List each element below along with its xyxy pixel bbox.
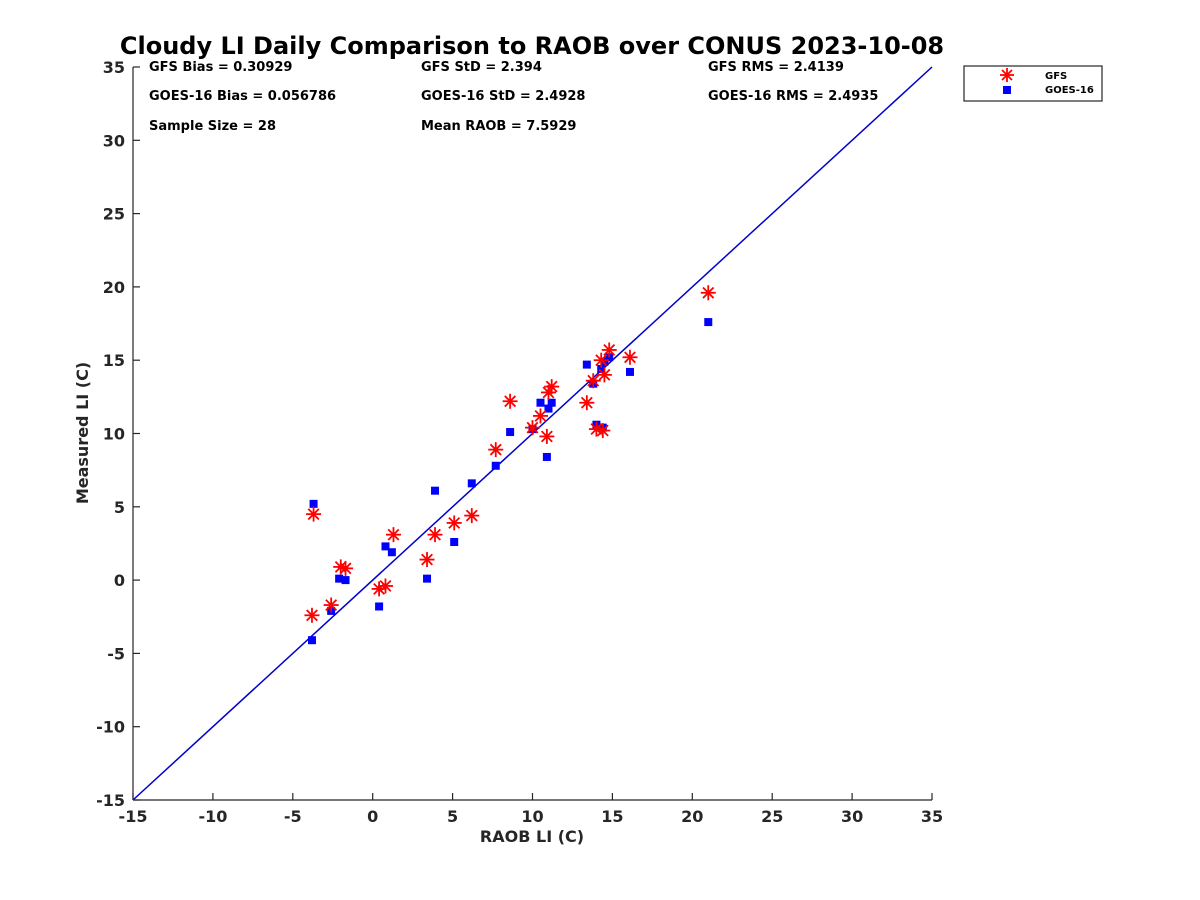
goes16-point <box>375 602 384 611</box>
y-tick-label: 5 <box>114 498 125 517</box>
y-tick-label: 0 <box>114 571 125 590</box>
x-tick-label: -15 <box>119 807 148 826</box>
y-tick-label: 10 <box>103 425 125 444</box>
x-tick-label: -10 <box>198 807 227 826</box>
gfs-point <box>427 527 443 543</box>
gfs-point <box>304 607 320 623</box>
goes16-point <box>423 574 432 583</box>
gfs-rms-text: GFS RMS = 2.4139 <box>708 60 844 75</box>
goes16-point <box>547 398 556 407</box>
gfs-point <box>385 527 401 543</box>
gfs-point <box>596 367 612 383</box>
gfs-point <box>585 373 601 389</box>
gfs-point <box>446 515 462 531</box>
legend: GFS GOES-16 <box>963 65 1103 102</box>
legend-gfs-label: GFS <box>1045 71 1067 82</box>
y-tick-label: 35 <box>103 58 125 77</box>
gfs-point <box>539 428 555 444</box>
gfs-point <box>419 552 435 568</box>
goes16-point <box>544 404 553 413</box>
mean-raob-text: Mean RAOB = 7.5929 <box>421 119 576 134</box>
gfs-point <box>464 508 480 524</box>
goes-std-text: GOES-16 StD = 2.4928 <box>421 89 585 104</box>
x-tick-label: -5 <box>284 807 302 826</box>
goes16-point <box>625 367 634 376</box>
y-tick-label: -5 <box>107 644 125 663</box>
gfs-point <box>306 506 322 522</box>
gfs-point <box>502 393 518 409</box>
goes16-point <box>341 576 350 585</box>
goes16-point <box>582 360 591 369</box>
x-tick-label: 30 <box>841 807 863 826</box>
y-axis-title: Measured LI (C) <box>73 362 92 504</box>
gfs-point <box>579 395 595 411</box>
y-tick-label: 20 <box>103 278 125 297</box>
gfs-point <box>338 560 354 576</box>
gfs-point <box>593 352 609 368</box>
y-tick-label: 15 <box>103 351 125 370</box>
gfs-point <box>377 578 393 594</box>
x-tick-label: 15 <box>601 807 623 826</box>
gfs-bias-text: GFS Bias = 0.30929 <box>149 60 292 75</box>
legend-goes-label: GOES-16 <box>1045 85 1094 96</box>
x-axis-title: RAOB LI (C) <box>480 827 584 846</box>
gfs-point <box>622 349 638 365</box>
goes16-point <box>491 461 500 470</box>
goes16-point <box>597 364 606 373</box>
chart-title: Cloudy LI Daily Comparison to RAOB over … <box>120 32 944 60</box>
legend-gfs-asterisk <box>1000 68 1014 82</box>
gfs-point <box>323 597 339 613</box>
y-tick-label: 25 <box>103 205 125 224</box>
gfs-point <box>601 342 617 358</box>
goes16-point <box>600 357 609 366</box>
goes-bias-text: GOES-16 Bias = 0.056786 <box>149 89 336 104</box>
x-tick-label: 0 <box>367 807 378 826</box>
goes16-point <box>309 499 318 508</box>
goes16-point <box>431 486 440 495</box>
goes16-point <box>506 428 515 437</box>
goes16-point <box>381 542 390 551</box>
goes16-point <box>450 537 459 546</box>
goes16-point <box>704 318 713 327</box>
goes16-point <box>542 452 551 461</box>
x-tick-label: 5 <box>447 807 458 826</box>
sample-size-text: Sample Size = 28 <box>149 119 276 134</box>
y-tick-label: -15 <box>96 791 125 810</box>
gfs-point <box>525 420 540 436</box>
x-tick-label: 20 <box>681 807 703 826</box>
gfs-point <box>532 408 548 424</box>
x-tick-label: 35 <box>921 807 943 826</box>
y-tick-label: 30 <box>103 131 125 150</box>
goes-rms-text: GOES-16 RMS = 2.4935 <box>708 89 878 104</box>
gfs-point <box>700 285 716 301</box>
goes16-point <box>467 479 476 488</box>
gfs-point <box>488 442 504 458</box>
legend-box <box>963 65 1103 102</box>
legend-gfs-asterisk-marker <box>1000 68 1014 82</box>
gfs-point <box>595 423 611 439</box>
legend-goes-square-marker <box>1003 86 1011 94</box>
y-tick-label: -10 <box>96 718 125 737</box>
x-tick-label: 10 <box>521 807 543 826</box>
x-tick-label: 25 <box>761 807 783 826</box>
goes16-point <box>387 548 396 557</box>
gfs-std-text: GFS StD = 2.394 <box>421 60 542 75</box>
goes16-point <box>307 636 316 645</box>
goes16-point <box>536 398 545 407</box>
goes16-point <box>335 574 344 583</box>
gfs-point <box>544 379 560 395</box>
